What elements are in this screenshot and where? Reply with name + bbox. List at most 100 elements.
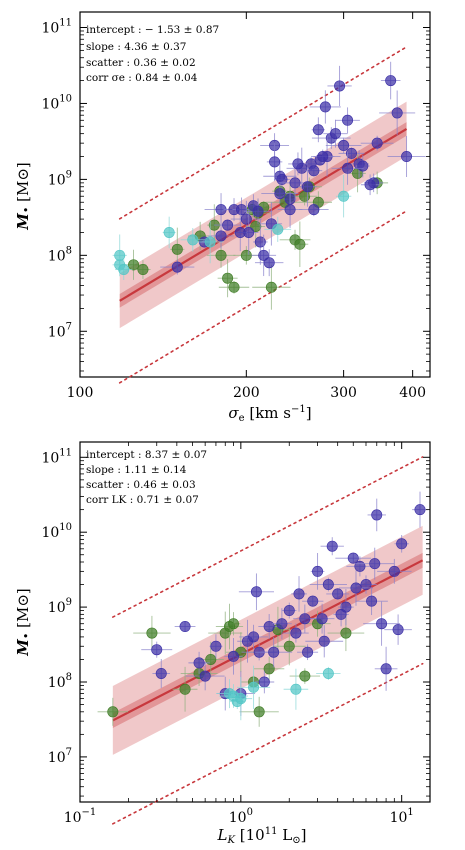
- data-point-blue: [301, 181, 313, 193]
- fit-line-2: [112, 456, 424, 825]
- data-point-blue: [276, 618, 288, 630]
- data-point-blue: [252, 205, 264, 217]
- y-tick-label: 1010: [41, 522, 72, 541]
- annotation-slope-2: slope : 1.11 ± 0.14: [86, 464, 187, 476]
- data-point-blue: [318, 635, 330, 647]
- data-point-blue: [326, 540, 338, 552]
- data-point-cyan: [322, 667, 334, 679]
- x-tick-label: 200: [233, 385, 260, 401]
- data-point-cyan: [235, 693, 247, 705]
- data-point-blue: [234, 226, 246, 238]
- data-point-blue: [357, 160, 369, 172]
- data-point-cyan: [290, 683, 302, 695]
- data-point-blue: [155, 667, 167, 679]
- data-point-cyan: [248, 681, 260, 693]
- annotation-scatter-2: scatter : 0.46 ± 0.03: [86, 479, 196, 491]
- data-point-blue: [240, 213, 252, 225]
- data-point-cyan: [272, 223, 284, 235]
- data-point-blue: [293, 588, 305, 600]
- data-point-cyan: [187, 234, 199, 246]
- data-point-cyan: [118, 264, 130, 276]
- data-point-blue: [345, 147, 357, 159]
- data-point-blue: [248, 631, 260, 643]
- data-point-blue: [401, 151, 413, 163]
- data-point-blue: [354, 560, 366, 572]
- data-point-blue: [307, 595, 319, 607]
- data-point-blue: [329, 128, 341, 140]
- data-point-green: [146, 627, 158, 639]
- data-point-green: [179, 683, 191, 695]
- data-point-blue: [322, 579, 334, 591]
- fit-annotations-1: intercept : − 1.53 ± 0.87 slope : 4.36 ±…: [86, 24, 219, 84]
- y-tick-label: 107: [48, 321, 72, 340]
- data-point-blue: [391, 107, 403, 119]
- data-point-blue: [151, 644, 163, 656]
- y-axis-label-2: M• [M⊙]: [14, 588, 33, 657]
- x-axis-label-2: LK [1011 L⊙]: [217, 826, 307, 846]
- y-tick-label: 107: [48, 747, 72, 766]
- lower-3sigma-line: [118, 210, 408, 384]
- data-point-blue: [338, 139, 350, 151]
- data-point-blue: [392, 624, 404, 636]
- plot-frame-1: [79, 11, 431, 378]
- data-point-blue: [235, 204, 247, 216]
- data-point-blue: [385, 75, 397, 87]
- data-point-blue: [312, 124, 324, 136]
- annotation-corr-1: corr σe : 0.84 ± 0.04: [86, 72, 198, 84]
- y-ticks-2: 107 108 109 1010 1011: [41, 447, 430, 797]
- data-point-blue: [299, 613, 311, 625]
- data-point-green: [128, 259, 140, 271]
- data-point-blue: [317, 151, 329, 163]
- data-point-blue: [360, 579, 372, 591]
- data-point-blue: [319, 101, 331, 113]
- data-point-green: [215, 249, 227, 261]
- x-tick-label: 100: [67, 385, 94, 401]
- x-tick-label: 300: [330, 385, 357, 401]
- data-point-blue: [179, 621, 191, 633]
- annotation-corr-2: corr LK : 0.71 ± 0.07: [86, 494, 199, 506]
- plot-frame-2: [79, 441, 431, 803]
- y-tick-label: 1011: [41, 447, 72, 466]
- data-points-1: [112, 61, 426, 310]
- data-point-blue: [269, 156, 281, 168]
- data-point-green: [228, 281, 240, 293]
- data-point-green: [253, 706, 265, 718]
- data-point-blue: [258, 676, 270, 688]
- x-tick-label: 10−1: [64, 807, 97, 826]
- data-point-blue: [289, 177, 301, 189]
- y-tick-label: 108: [48, 672, 72, 691]
- data-point-blue: [334, 80, 346, 92]
- annotation-intercept-2: intercept : 8.37 ± 0.07: [86, 449, 207, 461]
- data-point-blue: [171, 261, 183, 273]
- data-point-blue: [215, 230, 227, 242]
- data-point-blue: [312, 565, 324, 577]
- upper-3sigma-line: [112, 456, 424, 618]
- data-point-green: [107, 706, 119, 718]
- data-point-green: [299, 190, 311, 202]
- data-point-blue: [222, 219, 234, 231]
- data-point-green: [263, 663, 275, 675]
- chart-panel-2: 10−1 100 101 107 108 109 1010 1011 intercept :…: [14, 441, 431, 846]
- data-point-blue: [210, 640, 222, 652]
- y-tick-label: 109: [48, 169, 72, 188]
- data-point-blue: [308, 204, 320, 216]
- annotation-intercept-1: intercept : − 1.53 ± 0.87: [86, 24, 219, 36]
- data-point-blue: [284, 204, 296, 216]
- data-point-green: [283, 640, 295, 652]
- data-point-green: [222, 272, 234, 284]
- data-point-blue: [388, 565, 400, 577]
- x-tick-label: 400: [399, 385, 426, 401]
- data-point-blue: [332, 588, 344, 600]
- data-point-cyan: [163, 226, 175, 238]
- data-points-2: [97, 491, 428, 727]
- data-point-blue: [292, 158, 304, 170]
- data-point-green: [294, 238, 306, 250]
- data-point-blue: [316, 613, 328, 625]
- data-point-green: [340, 627, 352, 639]
- data-point-green: [137, 264, 149, 276]
- data-point-green: [299, 670, 311, 682]
- annotation-scatter-1: scatter : 0.36 ± 0.02: [86, 57, 196, 69]
- data-point-blue: [250, 586, 262, 598]
- data-point-cyan: [338, 190, 350, 202]
